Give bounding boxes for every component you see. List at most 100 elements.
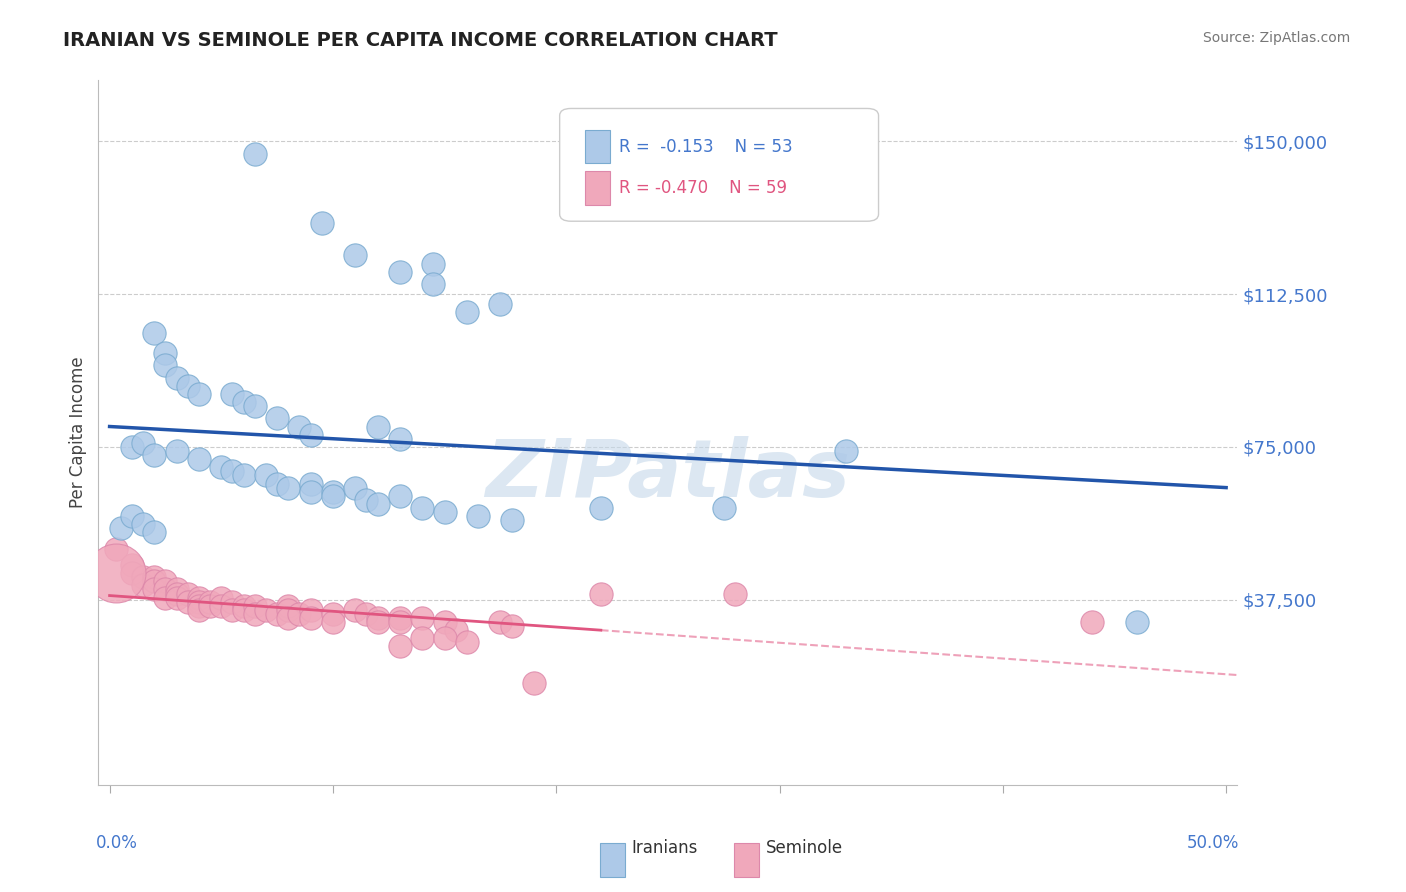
Point <box>243 607 266 621</box>
Point <box>322 489 344 503</box>
Point <box>243 146 266 161</box>
Point <box>1081 615 1104 629</box>
Point <box>198 599 221 613</box>
Point <box>388 489 411 503</box>
Point <box>177 586 200 600</box>
Point <box>356 492 378 507</box>
Point <box>155 359 177 373</box>
Point <box>489 297 512 311</box>
Point <box>433 615 456 629</box>
Point <box>143 326 166 340</box>
Point <box>187 595 209 609</box>
Point <box>232 395 254 409</box>
Point <box>266 411 288 425</box>
Point <box>243 399 266 413</box>
Text: Source: ZipAtlas.com: Source: ZipAtlas.com <box>1202 31 1350 45</box>
Point <box>143 574 166 589</box>
Text: Seminole: Seminole <box>766 839 844 857</box>
Point <box>299 476 322 491</box>
Point <box>277 603 299 617</box>
Point <box>143 448 166 462</box>
Point <box>388 611 411 625</box>
Point <box>105 541 128 556</box>
Text: Iranians: Iranians <box>631 839 697 857</box>
Point <box>266 607 288 621</box>
Point <box>299 427 322 442</box>
Point <box>209 599 232 613</box>
Point <box>523 676 546 690</box>
Point <box>187 387 209 401</box>
Point <box>132 570 155 584</box>
Point <box>724 586 747 600</box>
Point <box>367 615 389 629</box>
Point <box>311 216 333 230</box>
Point <box>143 570 166 584</box>
Point <box>344 248 367 262</box>
Point <box>835 444 858 458</box>
Point <box>501 619 523 633</box>
Point <box>121 566 143 581</box>
Point <box>132 435 155 450</box>
Point <box>166 586 188 600</box>
Point <box>288 419 311 434</box>
Point <box>187 599 209 613</box>
Point <box>422 256 444 270</box>
Point <box>299 484 322 499</box>
Point <box>288 607 311 621</box>
Point <box>155 346 177 360</box>
Point <box>388 615 411 629</box>
Point <box>132 517 155 532</box>
Point <box>105 566 128 581</box>
Point <box>367 419 389 434</box>
Point <box>456 635 478 649</box>
Text: R = -0.470    N = 59: R = -0.470 N = 59 <box>619 179 787 197</box>
Text: ZIPatlas: ZIPatlas <box>485 436 851 514</box>
Point <box>155 574 177 589</box>
Point <box>221 387 243 401</box>
Y-axis label: Per Capita Income: Per Capita Income <box>69 357 87 508</box>
Point <box>254 603 277 617</box>
Point <box>322 607 344 621</box>
Point <box>221 464 243 478</box>
Point <box>367 497 389 511</box>
Point <box>110 521 132 535</box>
Point <box>166 370 188 384</box>
Point <box>187 603 209 617</box>
Point <box>344 481 367 495</box>
Point <box>166 591 188 605</box>
Text: IRANIAN VS SEMINOLE PER CAPITA INCOME CORRELATION CHART: IRANIAN VS SEMINOLE PER CAPITA INCOME CO… <box>63 31 778 50</box>
Point <box>433 632 456 646</box>
Point <box>433 505 456 519</box>
FancyBboxPatch shape <box>560 109 879 221</box>
Point <box>266 476 288 491</box>
Point <box>299 603 322 617</box>
Point <box>467 509 489 524</box>
Point <box>132 578 155 592</box>
Point <box>221 595 243 609</box>
Point <box>344 603 367 617</box>
Point <box>232 599 254 613</box>
Point <box>299 611 322 625</box>
Point <box>411 500 433 515</box>
Point <box>121 558 143 572</box>
Point <box>177 595 200 609</box>
Point <box>589 500 612 515</box>
FancyBboxPatch shape <box>734 843 759 877</box>
Point <box>388 265 411 279</box>
Point <box>411 632 433 646</box>
Point <box>388 640 411 654</box>
Point <box>187 591 209 605</box>
Point <box>501 513 523 527</box>
Point <box>221 603 243 617</box>
Point <box>166 444 188 458</box>
Point <box>713 500 735 515</box>
Point <box>388 432 411 446</box>
Point <box>187 452 209 467</box>
FancyBboxPatch shape <box>585 129 610 163</box>
Point <box>243 599 266 613</box>
Point <box>411 611 433 625</box>
Point <box>444 623 467 637</box>
Point <box>322 484 344 499</box>
FancyBboxPatch shape <box>585 171 610 205</box>
Point <box>589 586 612 600</box>
